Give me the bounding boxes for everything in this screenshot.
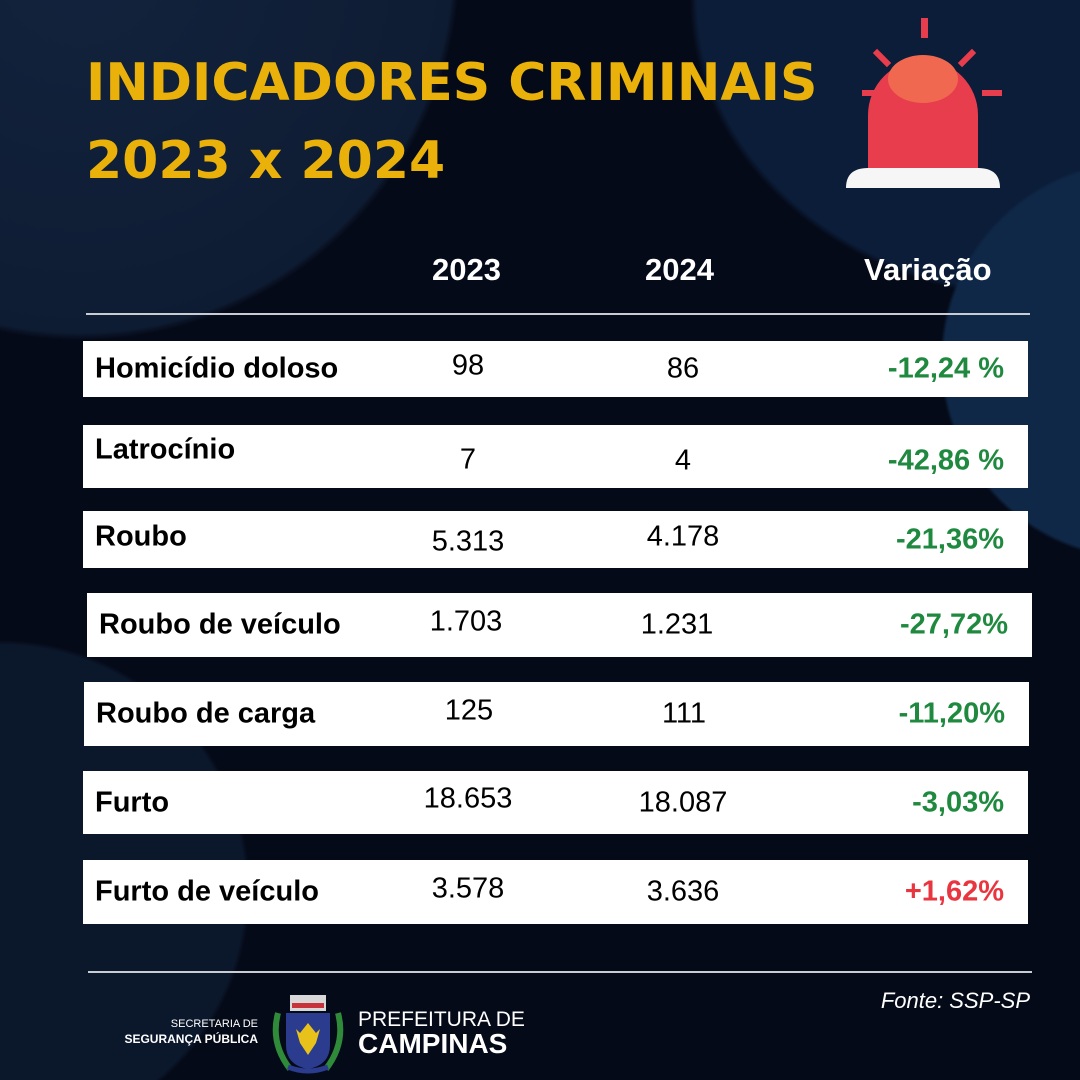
variation-value: +1,62% [904,875,1004,908]
value-2024: 86 [666,352,700,385]
header-divider [86,313,1030,315]
row-label: Roubo de veículo [99,608,341,641]
row-label: Roubo de carga [96,697,316,730]
table-row: Furto 18.653 18.087 -3,03% [83,771,1028,834]
value-2023: 18.653 [423,782,513,815]
value-2024: 3.636 [646,875,720,908]
row-label: Furto [95,786,170,818]
campinas-crest-logo [272,995,344,1074]
footer-divider [88,971,1032,973]
value-2023: 98 [451,349,485,382]
page-title: INDICADORES CRIMINAIS 2023 x 2024 [86,44,817,200]
value-2023: 1.703 [429,605,503,638]
source-text: Fonte: SSP-SP [880,988,1030,1013]
value-2023: 3.578 [431,872,505,905]
prefeitura-line-2: CAMPINAS [358,1028,508,1059]
table-row: Roubo 5.313 4.178 -21,36% [83,511,1028,568]
variation-value: -42,86 % [887,444,1004,477]
value-2024: 111 [661,697,707,730]
prefeitura-line-1: PREFEITURA DE [358,1008,525,1031]
secretaria-line-1: SECRETARIA DE [170,1018,258,1030]
siren-icon [846,18,1002,188]
prefeitura-logo-text: PREFEITURA DE CAMPINAS [358,1008,525,1059]
value-2023: 125 [444,694,494,727]
table-row: Roubo de carga 125 111 -11,20% [84,682,1029,746]
table-row: Latrocínio 7 4 -42,86 % [83,425,1028,488]
value-2024: 4.178 [646,520,720,553]
variation-value: -11,20% [898,697,1005,730]
value-2024: 18.087 [638,786,728,818]
secretaria-logo-text: SECRETARIA DE SEGURANÇA PÚBLICA [124,1017,258,1048]
column-header-2024: 2024 [645,252,714,287]
table-row: Furto de veículo 3.578 3.636 +1,62% [83,860,1028,924]
table-row: Roubo de veículo 1.703 1.231 -27,72% [87,593,1032,657]
variation-value: -3,03% [912,786,1004,818]
title-line-1: INDICADORES CRIMINAIS [86,53,818,113]
row-label: Latrocínio [95,433,236,466]
value-2023: 7 [459,443,477,476]
variation-value: -21,36% [895,523,1004,555]
value-2024: 1.231 [640,608,714,641]
column-header-variation: Variação [864,252,992,287]
table-row: Homicídio doloso 98 86 -12,24 % [83,341,1028,397]
secretaria-line-2: SEGURANÇA PÚBLICA [124,1032,258,1046]
row-label: Homicídio doloso [95,352,339,385]
value-2024: 4 [674,444,692,477]
column-header-2023: 2023 [432,252,501,287]
row-label: Roubo [95,520,187,553]
value-2023: 5.313 [431,525,505,558]
variation-value: -27,72% [899,608,1008,641]
row-label: Furto de veículo [95,875,319,908]
variation-value: -12,24 % [887,352,1004,385]
title-line-2: 2023 x 2024 [86,131,446,191]
